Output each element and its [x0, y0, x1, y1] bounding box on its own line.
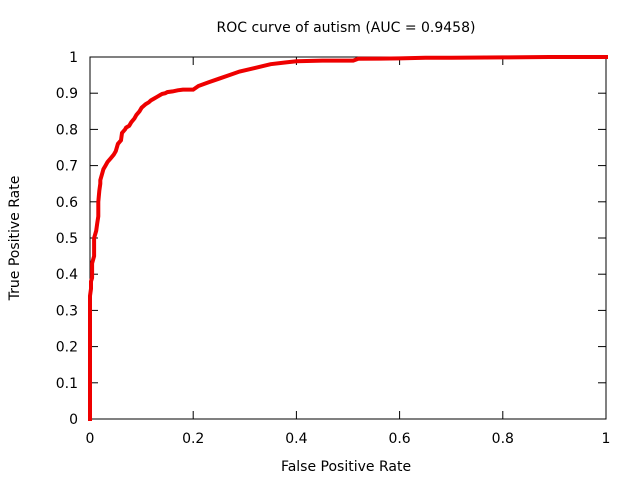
y-axis-ticks: 0 0.1 0.2 0.3 0.4 0.5 0.6 0.7 0.8 0.9 1 — [56, 50, 606, 428]
y-tick-label: 0.9 — [56, 86, 78, 102]
y-tick-label: 0 — [69, 412, 78, 428]
x-tick-label: 0 — [86, 431, 95, 447]
y-tick-label: 0.3 — [56, 303, 78, 319]
x-tick-label: 0.4 — [285, 431, 307, 447]
y-tick-label: 0.5 — [56, 231, 78, 247]
y-tick-label: 0.1 — [56, 376, 78, 392]
x-tick-label: 0.8 — [492, 431, 514, 447]
roc-curve-line — [88, 55, 608, 421]
y-tick-label: 1 — [69, 50, 78, 66]
plot-frame — [89, 56, 607, 420]
x-axis-label: False Positive Rate — [281, 459, 411, 475]
x-tick-label: 1 — [602, 431, 611, 447]
y-tick-label: 0.2 — [56, 340, 78, 356]
y-tick-label: 0.4 — [56, 267, 78, 283]
x-tick-label: 0.2 — [182, 431, 204, 447]
x-tick-label: 0.6 — [388, 431, 410, 447]
y-tick-label: 0.6 — [56, 195, 78, 211]
y-tick-label: 0.8 — [56, 122, 78, 138]
y-axis-label: True Positive Rate — [7, 176, 23, 302]
y-tick-label: 0.7 — [56, 159, 78, 175]
x-axis-ticks: 0 0.2 0.4 0.6 0.8 1 — [86, 57, 611, 447]
chart-title: ROC curve of autism (AUC = 0.9458) — [217, 20, 476, 36]
